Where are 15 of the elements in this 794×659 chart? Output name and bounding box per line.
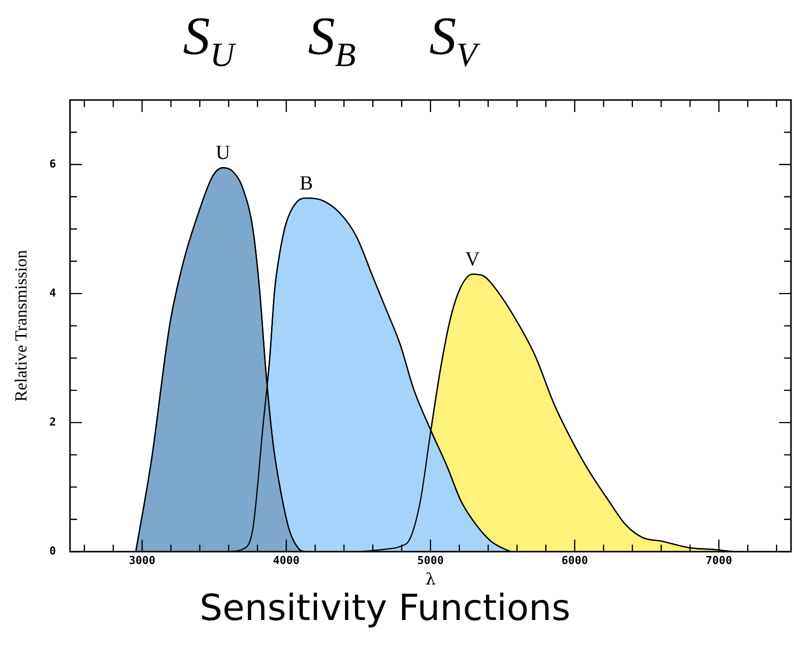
y-tick-label: 6 bbox=[49, 157, 56, 170]
x-tick-label: 4000 bbox=[273, 554, 300, 568]
series-label: V bbox=[465, 248, 480, 270]
series-label: U bbox=[216, 142, 231, 164]
series-label: B bbox=[300, 172, 314, 194]
x-tick-label: 3000 bbox=[128, 554, 156, 568]
x-tick-label: 7000 bbox=[706, 554, 732, 568]
y-tick-label: 2 bbox=[49, 415, 56, 428]
x-tick-label: 6000 bbox=[561, 554, 588, 568]
x-axis-title: λ bbox=[425, 570, 436, 589]
y-tick-label: 4 bbox=[49, 286, 56, 300]
x-tick-label: 5000 bbox=[417, 554, 444, 568]
y-axis-title: Relative Transmission bbox=[12, 250, 31, 402]
y-tick-label: 0 bbox=[49, 544, 56, 558]
text: Sensitivity Functions bbox=[198, 588, 572, 629]
